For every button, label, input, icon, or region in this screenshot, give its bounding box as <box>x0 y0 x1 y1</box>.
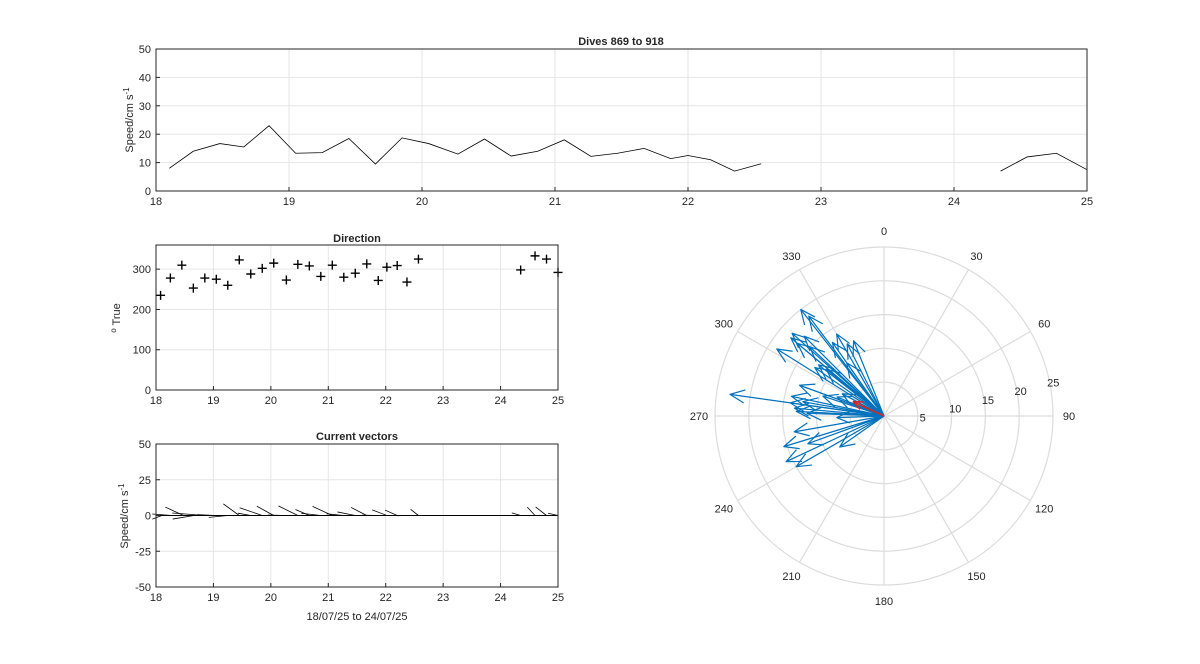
polar-angle-label: 150 <box>967 571 985 583</box>
vectors-xtick-label: 21 <box>322 592 334 604</box>
direction-xtick-label: 23 <box>437 395 449 407</box>
polar-angle-label: 60 <box>1038 319 1050 331</box>
polar-radius-label: 10 <box>949 404 961 416</box>
direction-xtick-label: 24 <box>494 395 506 407</box>
speed-xtick-label: 25 <box>1081 196 1093 208</box>
speed-xtick-label: 19 <box>283 196 295 208</box>
speed-ytick-label: 0 <box>145 186 151 198</box>
speed-ytick-label: 20 <box>139 129 151 141</box>
vectors-xlabel: 18/07/25 to 24/07/25 <box>307 611 408 623</box>
vectors-ylabel: Speed/cm s-1 <box>117 483 131 549</box>
polar-vector-arrow <box>808 416 884 445</box>
vectors-ytick-label: 0 <box>145 511 151 523</box>
vectors-xtick-label: 25 <box>552 592 564 604</box>
vectors-xtick-label: 18 <box>150 592 162 604</box>
polar-angle-label: 0 <box>881 226 887 238</box>
direction-xtick-label: 18 <box>150 395 162 407</box>
polar-angle-label: 180 <box>875 596 893 608</box>
speed-xtick-label: 20 <box>416 196 428 208</box>
speed-xtick-label: 21 <box>549 196 561 208</box>
speed-ytick-label: 30 <box>139 101 151 113</box>
direction-ytick-label: 100 <box>133 345 151 357</box>
polar-spoke <box>884 416 969 562</box>
vectors-xtick-label: 23 <box>437 592 449 604</box>
vectors-xtick-label: 20 <box>265 592 277 604</box>
vectors-ytick-label: -50 <box>135 582 151 594</box>
direction-xtick-label: 19 <box>207 395 219 407</box>
polar-angle-label: 30 <box>970 251 982 263</box>
speed-title: Dives 869 to 918 <box>578 36 664 48</box>
direction-panel: 18 19 20 21 22 23 24 25 0 100 200 300 Direction o T… <box>109 233 564 407</box>
vectors-ytick-label: 25 <box>139 475 151 487</box>
polar-angle-label: 240 <box>715 504 733 516</box>
vectors-title: Current vectors <box>316 431 398 443</box>
polar-radius-label: 5 <box>920 412 926 424</box>
polar-vector-arrow <box>840 416 884 447</box>
vectors-xtick-label: 24 <box>494 592 506 604</box>
speed-xtick-label: 18 <box>150 196 162 208</box>
polar-vector-arrow <box>810 347 884 416</box>
direction-ytick-label: 0 <box>145 385 151 397</box>
polar-spoke <box>884 270 969 416</box>
polar-panel: 0 30 60 90 120 150 180 210 240 270 300 330 5 10 15 20 25 <box>690 226 1075 608</box>
polar-angle-label: 270 <box>690 411 708 423</box>
direction-xtick-label: 22 <box>380 395 392 407</box>
speed-ylabel: Speed/cm s-1 <box>122 87 136 153</box>
polar-radius-label: 20 <box>1014 386 1026 398</box>
speed-panel: 18 19 20 21 22 23 24 25 0 10 20 30 40 50 Dives 869 to… <box>122 36 1093 208</box>
polar-spoke <box>884 416 1030 501</box>
polar-radius-label: 25 <box>1047 377 1059 389</box>
speed-xtick-label: 24 <box>948 196 960 208</box>
vectors-xtick-label: 19 <box>207 592 219 604</box>
speed-xtick-label: 22 <box>682 196 694 208</box>
direction-title: Direction <box>333 233 381 245</box>
speed-xtick-label: 23 <box>815 196 827 208</box>
direction-ytick-label: 300 <box>133 264 151 276</box>
vectors-xtick-label: 22 <box>380 592 392 604</box>
direction-xtick-label: 21 <box>322 395 334 407</box>
speed-ytick-label: 40 <box>139 72 151 84</box>
polar-vector-arrow <box>801 309 884 416</box>
polar-angle-label: 120 <box>1035 504 1053 516</box>
polar-angle-label: 300 <box>715 319 733 331</box>
polar-radius-label: 15 <box>982 395 994 407</box>
vectors-ytick-label: -25 <box>135 546 151 558</box>
direction-ytick-label: 200 <box>133 304 151 316</box>
vectors-ytick-label: 50 <box>139 439 151 451</box>
polar-angle-label: 210 <box>782 571 800 583</box>
direction-ylabel: o True <box>109 303 123 333</box>
speed-ytick-label: 10 <box>139 158 151 170</box>
direction-xtick-label: 25 <box>552 395 564 407</box>
speed-ytick-label: 50 <box>139 44 151 56</box>
polar-angle-label: 330 <box>782 251 800 263</box>
polar-vector-arrow <box>786 416 884 462</box>
vectors-panel: 18 19 20 21 22 23 24 25 -50 -25 0 25 50 Current vect… <box>117 431 564 623</box>
direction-xtick-label: 20 <box>265 395 277 407</box>
polar-angle-label: 90 <box>1063 411 1075 423</box>
